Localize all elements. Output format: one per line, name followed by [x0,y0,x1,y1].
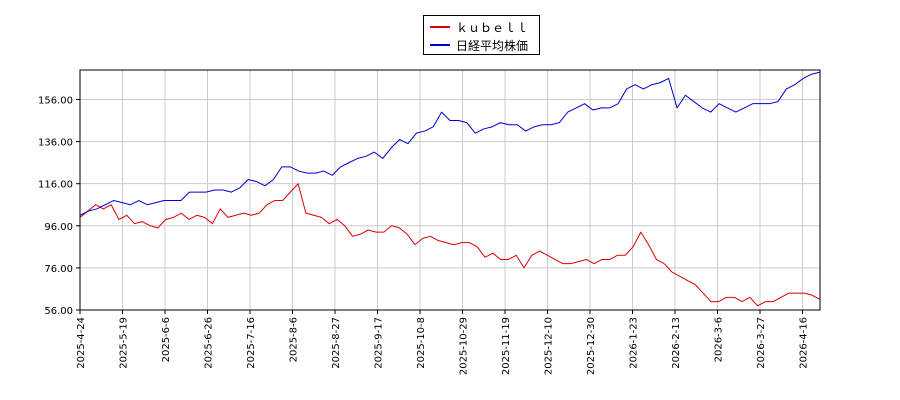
x-tick-label: 2026-3-6 [714,317,725,362]
y-tick-label: 76.00 [44,264,73,275]
series-line-1 [79,183,821,307]
x-tick-label: 2026-2-13 [671,317,682,369]
y-tick-label: 156.00 [38,95,73,106]
legend-label-series-1: ｋｕｂｅｌｌ [456,20,529,35]
x-axis: 2025-4-24 2025-5-19 2025-6-6 2025-6-26 2025-… [76,310,810,375]
x-tick-label: 2025-6-6 [161,317,172,362]
legend: ｋｕｂｅｌｌ 日経平均株価 [423,15,540,55]
x-tick-label: 2025-11-19 [501,317,512,375]
x-tick-label: 2025-8-6 [289,317,300,362]
chart-series-layer [79,71,821,307]
x-tick-label: 2025-12-10 [544,317,555,375]
y-tick-label: 136.00 [38,138,73,149]
x-tick-label: 2025-8-27 [331,317,342,369]
legend-item-series-2: 日経平均株価 [430,36,528,54]
x-tick-label: 2025-12-30 [586,317,597,375]
series-line-2 [79,71,821,216]
y-axis: 56.00 76.00 96.00 116.00 136.00 156.00 [38,95,80,317]
chart-grid [79,70,820,311]
x-tick-label: 2026-3-27 [756,317,767,369]
x-tick-label: 2025-10-8 [416,317,427,369]
legend-swatch-series-1 [430,26,450,28]
x-tick-label: 2026-4-16 [799,317,810,369]
legend-item-series-1: ｋｕｂｅｌｌ [430,18,528,36]
x-tick-label: 2025-7-16 [246,317,257,369]
x-tick-label: 2025-6-26 [204,317,215,369]
legend-swatch-series-2 [430,44,450,46]
plot-frame [79,69,821,311]
y-tick-label: 116.00 [38,180,73,191]
y-tick-label: 96.00 [44,222,73,233]
x-tick-label: 2025-4-24 [76,317,87,369]
y-tick-label: 56.00 [44,306,73,317]
legend-label-series-2: 日経平均株価 [456,38,529,53]
x-tick-label: 2026-1-23 [629,317,640,369]
x-tick-label: 2025-5-19 [119,317,130,369]
x-tick-label: 2025-9-17 [374,317,385,369]
x-tick-label: 2025-10-29 [459,317,470,375]
